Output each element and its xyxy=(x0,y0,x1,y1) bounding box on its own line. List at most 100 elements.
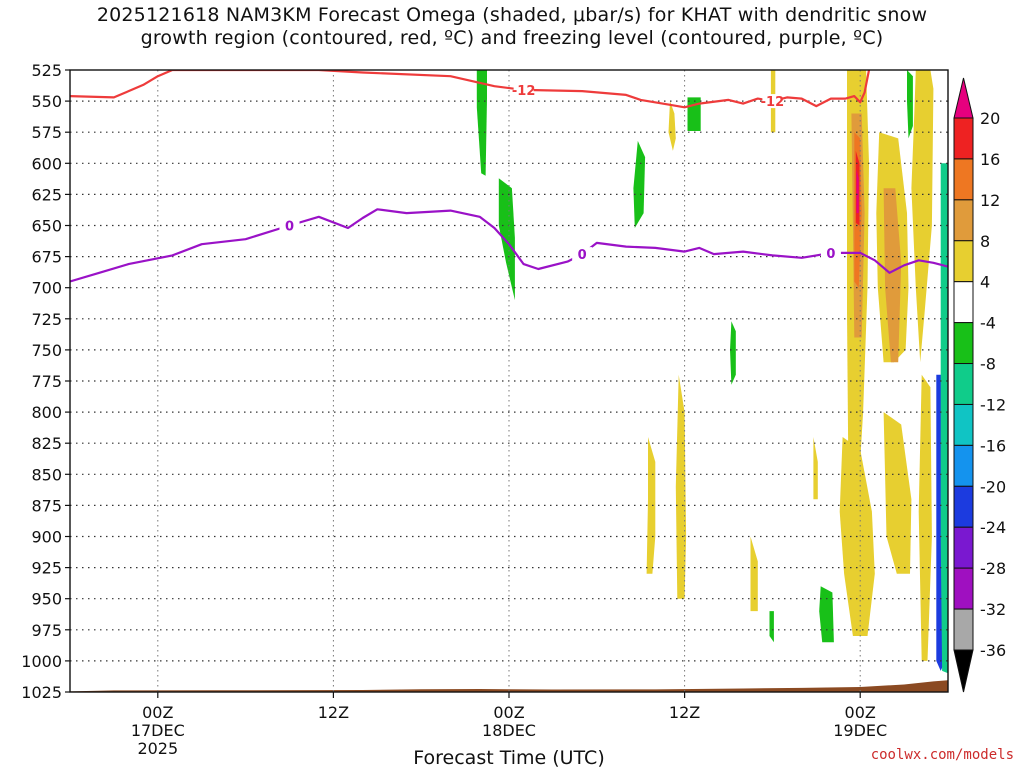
y-tick-label: 775 xyxy=(31,372,62,391)
x-tick-label: 17DEC xyxy=(131,721,185,740)
colorbar-box xyxy=(953,403,974,446)
colorbar-top-arrow xyxy=(953,77,974,119)
x-tick-label: 12Z xyxy=(669,703,700,722)
omega-region-6 xyxy=(819,586,834,643)
y-tick-label: 825 xyxy=(31,434,62,453)
contour-label-bg xyxy=(572,247,593,262)
colorbar-tick-label: -24 xyxy=(980,518,1006,537)
chart-title: 2025121618 NAM3KM Forecast Omega (shaded… xyxy=(0,4,1024,50)
colorbar-box xyxy=(953,485,974,528)
omega-region-24 xyxy=(856,169,859,214)
colorbar-tick-label: 4 xyxy=(980,273,990,292)
colorbar-tick-label: 8 xyxy=(980,232,990,251)
colorbar-box xyxy=(953,526,974,569)
omega-shading xyxy=(476,70,948,674)
contour-lines: -12 -12 0 0 0 xyxy=(70,70,948,283)
omega-region-14 xyxy=(675,374,687,599)
colorbar-tick-label: -32 xyxy=(980,600,1006,619)
colorbar-box xyxy=(953,567,974,610)
omega-region-4 xyxy=(730,321,736,385)
x-tick-label: 00Z xyxy=(493,703,524,722)
grid-lines xyxy=(70,70,948,692)
colorbar-tick-label: -20 xyxy=(980,477,1006,496)
y-tick-label: 600 xyxy=(31,154,62,173)
y-tick-label: 1000 xyxy=(21,652,62,671)
colorbar-box xyxy=(953,608,974,651)
contour-label-bg xyxy=(820,245,841,260)
y-tick-label: 850 xyxy=(31,465,62,484)
x-tick-label: 12Z xyxy=(318,703,349,722)
y-tick-label: 525 xyxy=(31,61,62,80)
y-tick-label: 725 xyxy=(31,310,62,329)
y-tick-label: 1025 xyxy=(21,683,62,702)
colorbar-tick-label: -16 xyxy=(980,436,1006,455)
x-tick-label: 19DEC xyxy=(833,721,887,740)
y-tick-label: 925 xyxy=(31,559,62,578)
colorbar-box xyxy=(953,117,974,160)
omega-region-2 xyxy=(633,140,646,228)
colorbar-box xyxy=(953,281,974,324)
y-tick-label: 750 xyxy=(31,341,62,360)
contour-label: 0 xyxy=(826,247,835,262)
omega-region-26 xyxy=(940,163,948,674)
x-axis-label: Forecast Time (UTC) xyxy=(413,747,604,768)
omega-region-18 xyxy=(883,412,912,574)
contour-label-bg xyxy=(279,218,300,233)
omega-region-13 xyxy=(646,437,656,574)
x-tick-label: 00Z xyxy=(142,703,173,722)
contour-label: 0 xyxy=(285,220,294,235)
y-tick-label: 650 xyxy=(31,217,62,236)
colorbar-tick-label: -8 xyxy=(980,355,996,374)
colorbar-box xyxy=(953,444,974,487)
omega-region-19 xyxy=(918,374,932,661)
contour-minus12 xyxy=(70,70,871,109)
colorbar-box xyxy=(953,199,974,242)
y-tick-label: 800 xyxy=(31,403,62,422)
y-axis-ticks: 525 550 575 600 625 650 675 700 725 750 775 800 825 8… xyxy=(21,61,70,702)
y-tick-label: 875 xyxy=(31,496,62,515)
omega-region-12 xyxy=(911,70,934,363)
terrain-fill xyxy=(70,680,948,692)
contour-label: -12 xyxy=(761,95,785,110)
contour-label: -12 xyxy=(512,84,536,99)
x-tick-label: 18DEC xyxy=(482,721,536,740)
colorbar-tick-label: -4 xyxy=(980,314,996,333)
contour-label: 0 xyxy=(578,248,587,263)
colorbar-box xyxy=(953,363,974,405)
chart-title-line2: growth region (contoured, red, ºC) and f… xyxy=(140,27,884,49)
omega-region-1 xyxy=(498,178,515,301)
colorbar-bottom-arrow xyxy=(953,649,974,693)
terrain-area xyxy=(70,680,948,692)
y-tick-label: 700 xyxy=(31,279,62,298)
y-tick-label: 675 xyxy=(31,248,62,267)
colorbar-box xyxy=(953,158,974,201)
site-credit: coolwx.com/models xyxy=(871,747,1014,763)
y-tick-label: 900 xyxy=(31,528,62,547)
y-tick-label: 625 xyxy=(31,185,62,204)
omega-region-16 xyxy=(813,437,818,500)
y-tick-label: 975 xyxy=(31,621,62,640)
y-tick-label: 575 xyxy=(31,123,62,142)
colorbar-tick-label: -12 xyxy=(980,395,1006,414)
colorbar-tick-label: -36 xyxy=(980,641,1006,660)
x-tick-label: 2025 xyxy=(137,739,178,758)
omega-region-15 xyxy=(750,536,758,612)
omega-region-5 xyxy=(769,611,774,643)
omega-region-21 xyxy=(883,188,902,363)
colorbar-box xyxy=(953,240,974,283)
y-tick-label: 950 xyxy=(31,590,62,609)
contour-label-bg xyxy=(513,82,534,97)
y-tick-label: 550 xyxy=(31,92,62,111)
colorbar-box xyxy=(953,322,974,365)
omega-region-3 xyxy=(687,97,701,131)
colorbar-tick-label: -28 xyxy=(980,559,1006,578)
omega-region-7 xyxy=(907,70,913,139)
contour-label-bg xyxy=(762,94,783,109)
colorbar-tick-label: 12 xyxy=(980,191,1000,210)
omega-region-0 xyxy=(476,70,487,176)
colorbar-tick-label: 16 xyxy=(980,150,1000,169)
x-tick-label: 00Z xyxy=(845,703,876,722)
omega-region-8 xyxy=(668,101,676,151)
chart-title-line1: 2025121618 NAM3KM Forecast Omega (shaded… xyxy=(96,4,928,26)
